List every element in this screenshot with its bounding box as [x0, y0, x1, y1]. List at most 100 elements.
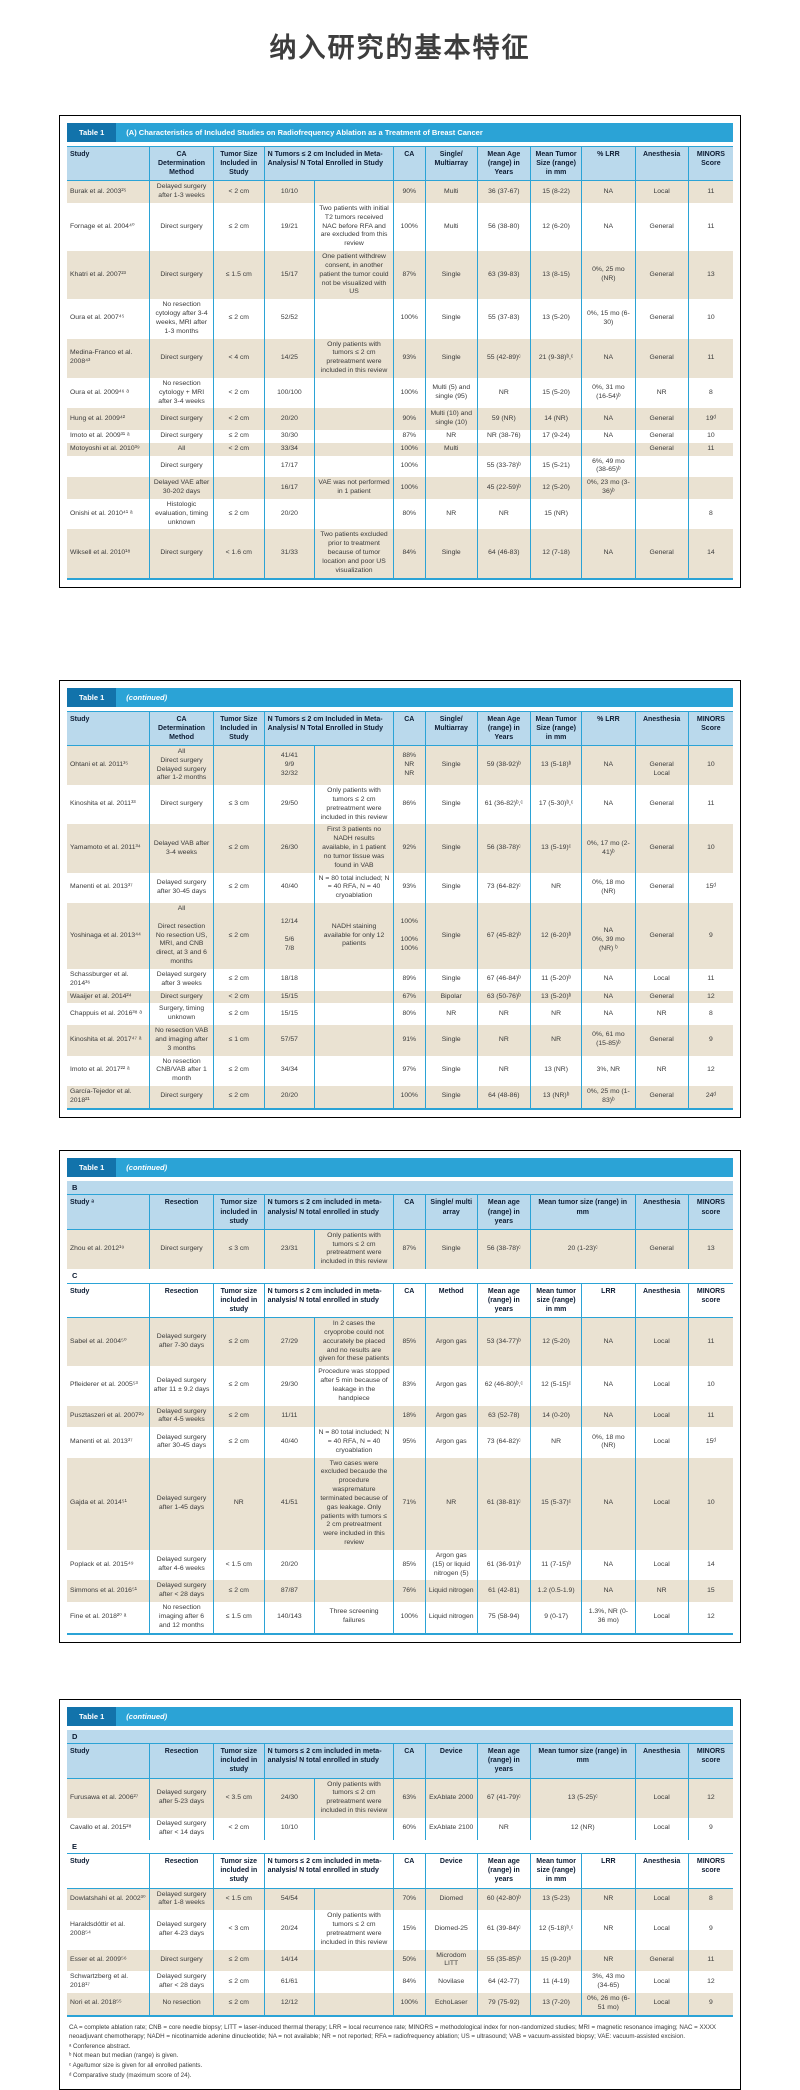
table-cell [314, 990, 394, 1004]
table-cell: 3%, 43 mo (34-65) [581, 1971, 636, 1993]
column-header: N tumors ≤ 2 cm included in meta-analysi… [264, 1282, 394, 1319]
table-cell: Argon gas [425, 1366, 478, 1406]
table-cell: Single [425, 1229, 478, 1270]
column-header: Single/ Multiarray [425, 145, 478, 182]
table-cell: NR [530, 1003, 583, 1026]
footnote-abbreviations: CA = complete ablation rate; CNB = core … [69, 2023, 716, 2041]
table-cell: 87% [393, 251, 426, 300]
table-cell: 10 [707, 1381, 715, 1389]
table-cell: NR [425, 1003, 478, 1026]
table-cell: Direct surgery [149, 455, 214, 478]
table-cell: Multi (10) and single (10) [425, 408, 478, 430]
section-label-row: C [67, 1269, 733, 1284]
table-cell: 0%, 61 mo (15-85)ᵇ [581, 1025, 636, 1056]
column-header: CA [393, 145, 426, 182]
table-cell: Single [425, 903, 478, 969]
table-block-continued-1: Table 1 (continued) Study CA Determinatio… [59, 679, 741, 1118]
table-row: Kinoshita et al. 2017⁴⁷ ᵃ No resection VA… [67, 1025, 733, 1056]
table-cell: General [635, 529, 689, 579]
table-cell: 67 (45-82)ᵇ [477, 903, 531, 969]
table-cell: 12 [707, 1066, 715, 1074]
table-cell: 13 (NR) [530, 1055, 583, 1087]
table-cell: NA [581, 745, 636, 786]
table-cell: 83% [393, 1366, 426, 1406]
table-cell: Schwartzberg et al. 2018¹⁷ [67, 1971, 151, 1993]
table-cell: 8 [708, 1894, 713, 1902]
table-cell: < 2 cm [213, 442, 265, 456]
footnote-d: ᵈ Comparative study (maximum score of 24… [69, 2071, 192, 2079]
table-cell: 20/20 [264, 408, 316, 430]
table-cell: 10/10 [264, 180, 316, 203]
table-cell: 41/41 9/9 32/32 [264, 745, 316, 786]
table-cell: No resection CNB/VAB after 1 month [149, 1055, 214, 1087]
table-cell [314, 180, 394, 203]
table-cell: Liquid nitrogen [425, 1602, 478, 1634]
table-cell: General [635, 785, 689, 825]
column-header: Tumor Size Included in Study [213, 145, 265, 182]
table-host-d-e: D Study Resection Tumor size included in st… [67, 1729, 733, 2017]
table-cell: Bipolar [425, 990, 478, 1004]
table-cell: NR [477, 1003, 531, 1026]
table-cell: Multi [425, 202, 478, 252]
table-cell: 14 [707, 549, 715, 557]
table-cell: 50% [393, 1949, 426, 1972]
table-row: Chappuis et al. 2016³⁸ ᵃ Surgery, timing … [67, 1003, 733, 1026]
table-cell: 12 (5-15)ᶜ [530, 1366, 583, 1406]
section-label-row: E [67, 1839, 733, 1854]
table-cell: Only patients with tumors ≤ 2 cm pretrea… [314, 1910, 394, 1950]
table-cell: 15/15 [264, 990, 316, 1004]
table-cell: 0%, 26 mo (6-51 mo) [581, 1992, 636, 2016]
section-label-row: B [67, 1180, 733, 1195]
footnote-b: ᵇ Not mean but median (range) is given. [69, 2052, 179, 2060]
table-cell [213, 745, 265, 786]
header-row: Study CA Determination Method Tumor Size I… [67, 145, 733, 182]
column-header: CA [393, 710, 426, 746]
table-cell: NA [581, 429, 636, 443]
table-cell: 97% [393, 1055, 426, 1087]
table-title-text: (continued) [126, 1711, 168, 1721]
table-cell: 26/30 [264, 824, 316, 873]
table-cell: 24/30 [264, 1778, 316, 1818]
table-cell: Motoyoshi et al. 2010³⁹ [67, 442, 151, 456]
table-cell: 89% [393, 968, 426, 991]
table-cell: 12 (NR) [530, 1817, 636, 1840]
table-row: García-Tejedor et al. 2018²¹ Direct surge… [67, 1086, 733, 1109]
header-row: Study Resection Tumor size included in stu… [67, 1743, 733, 1779]
table-cell: 12 (6-20) [530, 202, 583, 252]
table-row: Hung et al. 2009⁴² Direct surgery < 2 cm 20… [67, 408, 733, 430]
table-cell: General [635, 299, 689, 339]
table-row: Imoto et al. 2017²² ᵃ No resection CNB/VA… [67, 1055, 733, 1087]
table-cell: 73 (64-82)ᶜ [477, 1427, 531, 1458]
table-number-label: Table 1 [67, 1157, 117, 1177]
table-cell: ≤ 2 cm [213, 1971, 265, 1993]
table-cell: In 2 cases the cryoprobe could not accur… [314, 1317, 394, 1367]
table-cell: 67% [393, 990, 426, 1004]
column-header: Anesthesia [635, 1853, 689, 1889]
table-cell: Two patients excluded prior to treatment… [314, 529, 394, 579]
table-cell: 12 [707, 1793, 715, 1801]
table-row: Schwartzberg et al. 2018¹⁷ Delayed surger… [67, 1971, 733, 1993]
table-cell: 75 (58-94) [477, 1602, 531, 1634]
column-header: LRR [581, 1853, 636, 1889]
table-cell: Delayed surgery after < 14 days [149, 1817, 214, 1840]
table-cell: NA [581, 1003, 636, 1026]
table-cell: NR [530, 1427, 583, 1458]
column-header: Resection [149, 1853, 214, 1889]
table-block-b-c: Table 1 (continued) B Study ᵃ Resection Tum… [59, 1149, 741, 1643]
table-host-a: Study CA Determination Method Tumor Size I… [67, 145, 733, 580]
column-header: Device [425, 1743, 478, 1779]
table-cell: ≤ 2 cm [213, 903, 265, 969]
table-row: Manenti et al. 2013³⁷ Delayed surgery aft… [67, 872, 733, 904]
table-row: Haraldsdóttir et al. 2008⁵⁴ Delayed surge… [67, 1910, 733, 1950]
table-cell: VAE was not performed in 1 patient [314, 477, 394, 499]
table-cell: 17/17 [264, 455, 316, 478]
table-cell: ≤ 2 cm [213, 1992, 265, 2016]
table-cell: < 3.5 cm [213, 1778, 265, 1818]
table-cell: NA [581, 785, 636, 825]
table-cell: 13 (5-18)ᵇ [530, 745, 583, 786]
table-cell: 14 (0-20) [530, 1405, 583, 1428]
table-cell: 0%, 15 mo (6-30) [581, 299, 636, 339]
column-header: Study ᵃ [67, 1194, 151, 1230]
table-cell: All Direct surgery Delayed surgery after… [149, 745, 214, 786]
table-cell: 13 (8-15) [530, 251, 583, 300]
